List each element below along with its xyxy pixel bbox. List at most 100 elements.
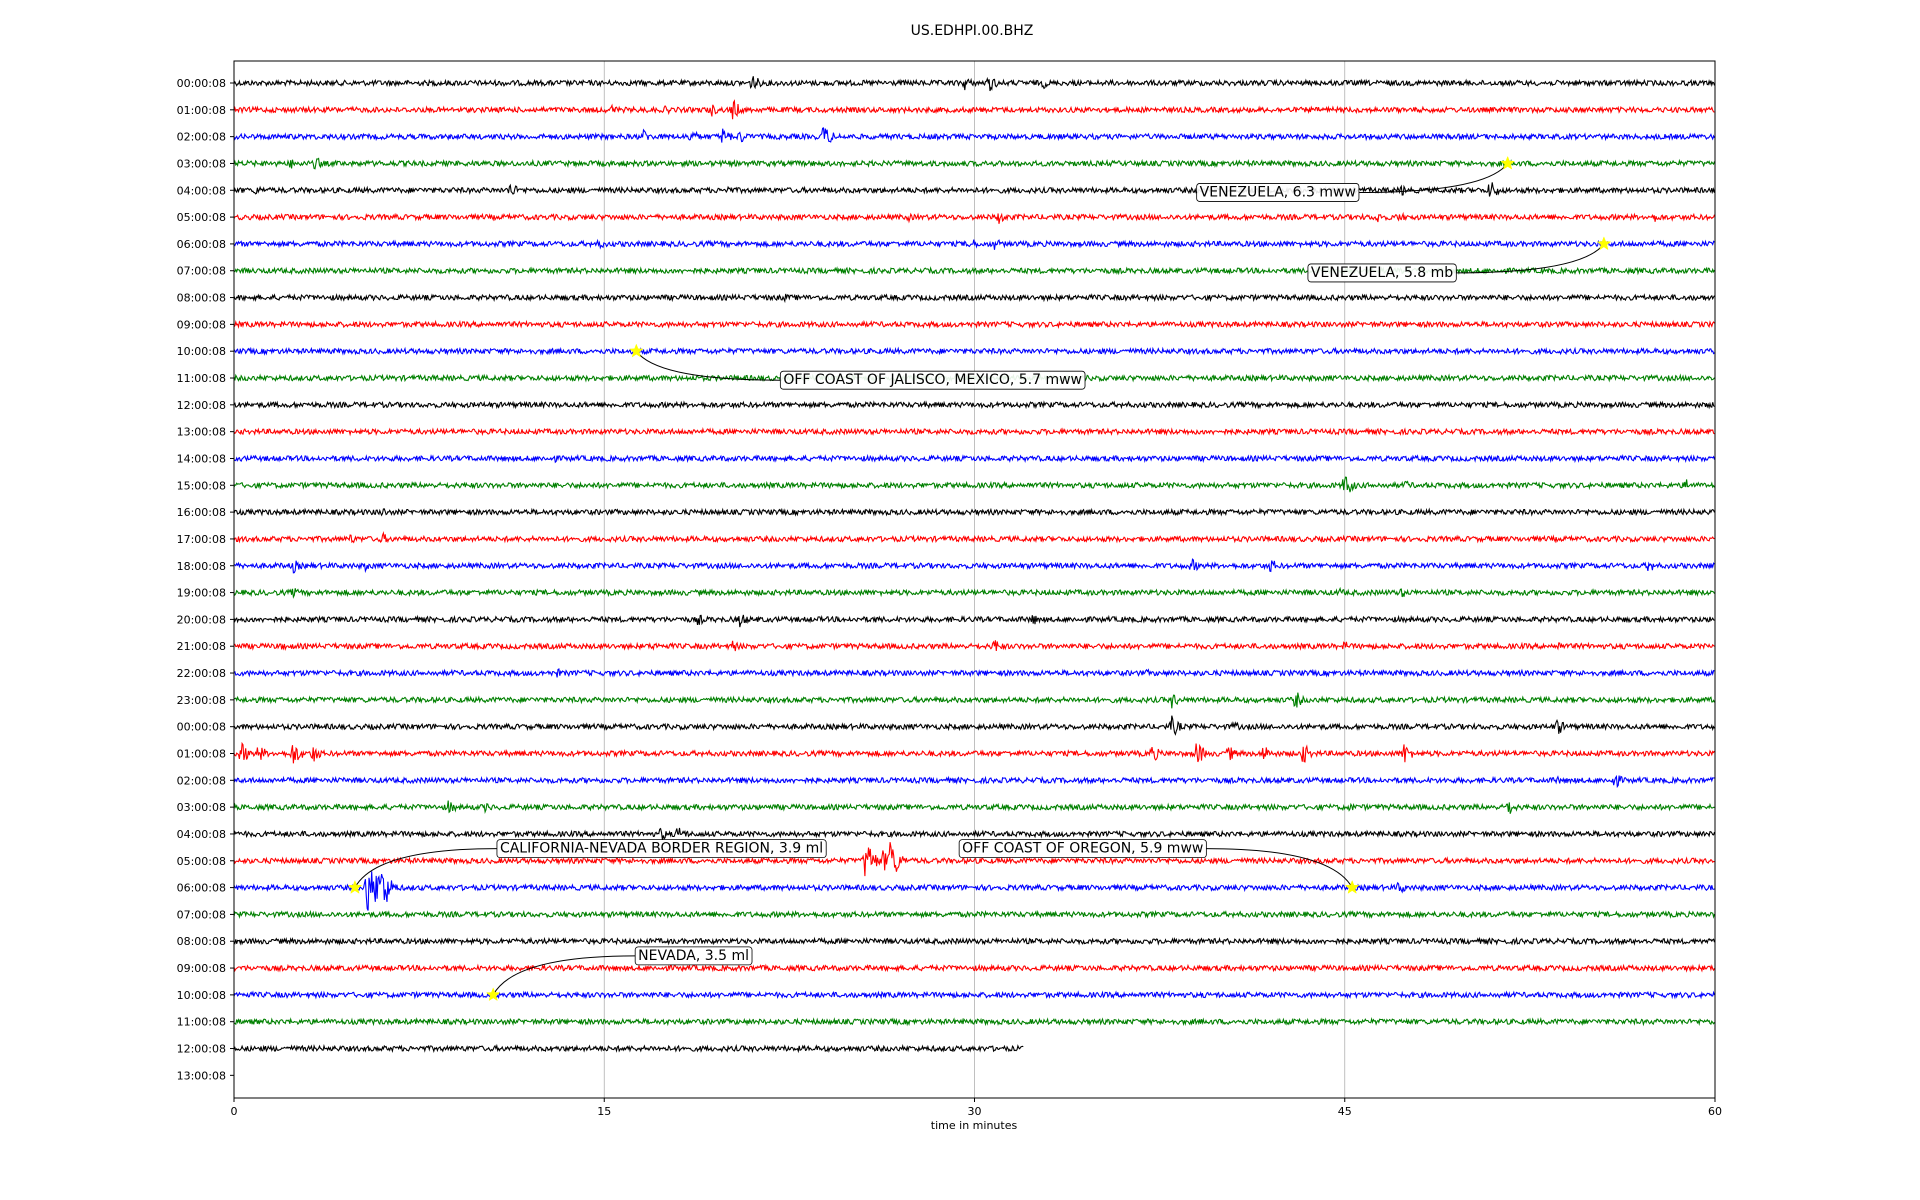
event-star-icon	[485, 987, 501, 1002]
chart-title: US.EDHPI.00.BHZ	[911, 23, 1034, 39]
y-tick-label: 13:00:08	[177, 1069, 226, 1082]
trace-row	[233, 76, 1716, 92]
event-label: CALIFORNIA-NEVADA BORDER REGION, 3.9 ml	[500, 841, 823, 857]
trace-row	[233, 715, 1715, 736]
y-tick-label: 16:00:08	[177, 506, 226, 519]
event-label: NEVADA, 3.5 ml	[638, 948, 749, 964]
event-annotation: CALIFORNIA-NEVADA BORDER REGION, 3.9 ml	[347, 839, 827, 894]
trace-row	[233, 400, 1715, 410]
trace-row	[233, 586, 1715, 599]
trace-row	[233, 99, 1715, 120]
trace-row	[233, 266, 1715, 276]
trace-row	[233, 774, 1715, 789]
x-tick-labels: 0 15 30 45 60	[231, 1098, 1722, 1118]
y-tick-label: 07:00:08	[177, 265, 226, 278]
y-tick-label: 03:00:08	[177, 801, 226, 814]
y-tick-label: 05:00:08	[177, 855, 226, 868]
event-star-icon	[1500, 155, 1515, 170]
event-connector	[1358, 163, 1509, 193]
y-tick-label: 11:00:08	[177, 372, 226, 385]
y-tick-label: 02:00:08	[177, 131, 226, 144]
trace-row	[233, 507, 1716, 517]
y-tick-label: 22:00:08	[177, 667, 226, 680]
trace-row	[233, 426, 1715, 437]
y-tick-label: 05:00:08	[177, 211, 226, 224]
y-tick-label: 11:00:08	[177, 1016, 226, 1029]
trace-row	[233, 936, 1716, 946]
y-tick-label: 10:00:08	[177, 345, 226, 358]
y-tick-label: 03:00:08	[177, 157, 226, 170]
trace-row	[233, 157, 1716, 170]
x-tick-label: 30	[968, 1105, 982, 1118]
y-tick-label: 21:00:08	[177, 640, 226, 653]
event-annotation: OFF COAST OF JALISCO, MEXICO, 5.7 mww	[629, 343, 1086, 390]
event-label-box	[958, 839, 1207, 858]
trace-row	[233, 842, 1715, 877]
y-tick-label: 13:00:08	[177, 426, 226, 439]
trace-row	[233, 963, 1715, 973]
trace-row	[233, 871, 1715, 911]
x-tick-label: 0	[231, 1105, 238, 1118]
y-tick-label: 02:00:08	[177, 774, 226, 787]
y-tick-label: 04:00:08	[177, 184, 226, 197]
grid-lines	[603, 61, 1346, 1098]
traces	[233, 76, 1716, 1054]
event-connector	[354, 848, 497, 888]
trace-row	[233, 182, 1716, 197]
event-connector	[635, 350, 781, 381]
event-label: OFF COAST OF OREGON, 5.9 mww	[962, 841, 1203, 857]
y-tick-label: 04:00:08	[177, 828, 226, 841]
trace-row	[233, 800, 1715, 814]
y-tick-labels: 00:00:08 01:00:08 02:00:08 03:00:08 04:00:08…	[177, 77, 234, 1082]
trace-row	[233, 741, 1715, 764]
y-tick-label: 07:00:08	[177, 908, 226, 921]
y-tick-label: 17:00:08	[177, 533, 226, 546]
event-label-box	[779, 370, 1086, 390]
trace-row	[233, 1016, 1715, 1027]
y-tick-label: 14:00:08	[177, 452, 226, 465]
x-tick-label: 45	[1338, 1105, 1352, 1118]
trace-row	[233, 990, 1716, 1000]
event-star-icon	[347, 879, 363, 894]
x-axis-label: time in minutes	[931, 1119, 1018, 1132]
trace-row	[233, 238, 1715, 250]
event-label: VENEZUELA, 5.8 mb	[1311, 265, 1453, 281]
event-star-icon	[1344, 879, 1360, 894]
trace-row	[233, 640, 1715, 652]
y-tick-label: 09:00:08	[177, 318, 226, 331]
event-star-icon	[1596, 236, 1612, 251]
event-connector	[492, 955, 636, 996]
event-connector	[1206, 848, 1353, 888]
event-annotations: VENEZUELA, 6.3 mww VENEZUELA, 5.8 mb OFF C…	[347, 155, 1612, 1002]
event-label: OFF COAST OF JALISCO, MEXICO, 5.7 mww	[783, 372, 1082, 388]
y-tick-label: 09:00:08	[177, 962, 226, 975]
trace-row	[233, 668, 1715, 678]
y-tick-label: 00:00:08	[177, 721, 226, 734]
y-tick-label: 18:00:08	[177, 560, 226, 573]
trace-row	[233, 211, 1716, 224]
y-tick-label: 10:00:08	[177, 989, 226, 1002]
event-annotation: VENEZUELA, 5.8 mb	[1307, 236, 1612, 283]
trace-row	[234, 692, 1716, 709]
y-tick-label: 20:00:08	[177, 613, 226, 626]
y-tick-label: 06:00:08	[177, 238, 226, 251]
x-tick-label: 60	[1708, 1105, 1722, 1118]
trace-row	[233, 558, 1715, 574]
event-label: VENEZUELA, 6.3 mww	[1200, 184, 1356, 200]
event-annotation: NEVADA, 3.5 ml	[485, 946, 753, 1002]
y-tick-label: 00:00:08	[177, 77, 226, 90]
event-annotation: VENEZUELA, 6.3 mww	[1196, 155, 1515, 202]
trace-row	[233, 531, 1715, 544]
y-tick-label: 01:00:08	[177, 748, 226, 761]
trace-row	[233, 909, 1716, 920]
trace-row	[233, 292, 1715, 304]
y-tick-label: 12:00:08	[177, 1043, 226, 1056]
y-tick-label: 01:00:08	[177, 104, 226, 117]
trace-row	[233, 614, 1715, 628]
x-tick-label: 15	[597, 1105, 611, 1118]
y-tick-label: 23:00:08	[177, 694, 226, 707]
y-tick-label: 06:00:08	[177, 882, 226, 895]
trace-row	[233, 319, 1715, 330]
y-tick-label: 19:00:08	[177, 587, 226, 600]
y-tick-label: 08:00:08	[177, 292, 226, 305]
